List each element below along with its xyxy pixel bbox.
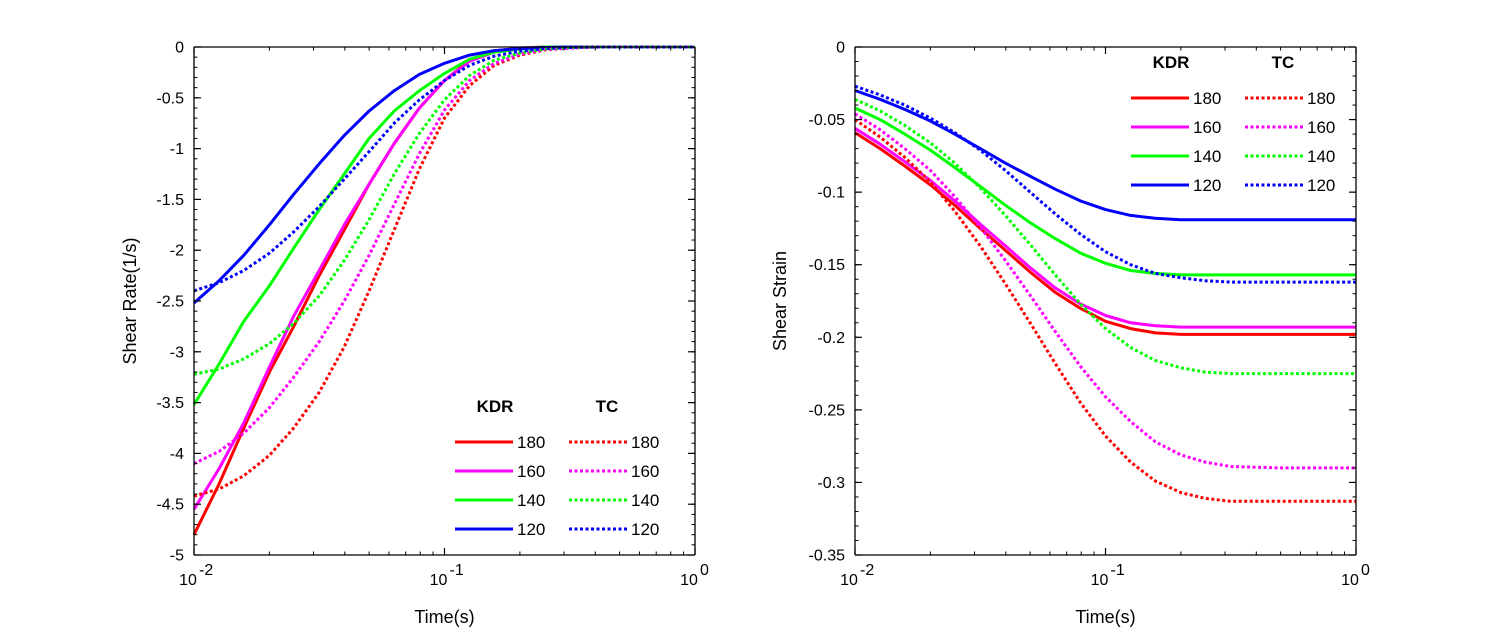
- y-tick-label: -4: [170, 446, 184, 463]
- y-tick-label: -0.2: [817, 330, 845, 347]
- y-tick-label: -4.5: [156, 497, 184, 514]
- series-line-tc-180: [193, 45, 695, 498]
- series-line-kdr-180: [192, 45, 695, 536]
- legend-label-tc-120: 120: [1307, 176, 1335, 195]
- legend-title-tc: TC: [1272, 53, 1295, 72]
- legend: KDR TC 180 160 140 120 180 160 140 120: [455, 397, 659, 539]
- series-line-tc-160: [854, 112, 1356, 470]
- y-tick-label: -3: [170, 344, 184, 361]
- x-tick-label: 10: [430, 572, 448, 589]
- y-axis-label: Shear Strain: [770, 251, 790, 351]
- y-axis-label: Shear Rate(1/s): [120, 237, 140, 364]
- legend-label-kdr-140: 140: [1193, 147, 1221, 166]
- legend-label-tc-140: 140: [1307, 147, 1335, 166]
- legend-label-kdr-140: 140: [517, 491, 545, 510]
- legend-label-tc-160: 160: [1307, 118, 1335, 137]
- series-group: [854, 84, 1356, 503]
- y-tick-label: -3.5: [156, 395, 184, 412]
- legend-title-kdr: KDR: [1153, 53, 1190, 72]
- x-tick-label: 10: [680, 572, 698, 589]
- y-tick-label: -1.5: [156, 192, 184, 209]
- series-group: [192, 45, 695, 536]
- legend-label-kdr-180: 180: [517, 433, 545, 452]
- legend-label-tc-180: 180: [631, 433, 659, 452]
- x-tick-label: 10: [840, 572, 858, 589]
- y-tick-label: -0.35: [809, 548, 846, 565]
- series-line-kdr-160: [854, 127, 1356, 329]
- legend-label-kdr-120: 120: [517, 520, 545, 539]
- x-tick-exponent: 0: [1361, 562, 1370, 579]
- series-line-tc-140: [854, 97, 1356, 376]
- series-line-tc-120: [854, 84, 1356, 284]
- series-line-kdr-180: [854, 131, 1356, 336]
- legend-title-tc: TC: [596, 397, 619, 416]
- series-line-tc-160: [193, 45, 695, 465]
- series-line-tc-180: [854, 118, 1356, 503]
- x-tick-exponent: -2: [860, 562, 874, 579]
- series-line-tc-120: [193, 45, 695, 293]
- x-axis-label: Time(s): [1075, 607, 1135, 627]
- legend-label-tc-140: 140: [631, 491, 659, 510]
- y-tick-label: -5: [170, 548, 184, 565]
- y-tick-label: -1: [170, 141, 184, 158]
- legend: KDR TC 180 160 140 120 180 160 140 120: [1131, 53, 1335, 195]
- y-tick-label: 0: [836, 40, 845, 57]
- y-tick-label: -0.1: [817, 185, 845, 202]
- legend-label-kdr-120: 120: [1193, 176, 1221, 195]
- y-tick-label: -0.5: [156, 90, 184, 107]
- y-tick-label: -2.5: [156, 294, 184, 311]
- x-tick-exponent: -2: [199, 562, 213, 579]
- x-tick-exponent: -1: [1111, 562, 1125, 579]
- chart-panel-1: 0-0.5-1-1.5-2-2.5-3-3.5-4-4.5-510-210-11…: [120, 40, 709, 628]
- series-line-kdr-140: [854, 106, 1356, 277]
- y-tick-label: -0.15: [809, 257, 846, 274]
- x-tick-exponent: 0: [700, 562, 709, 579]
- legend-label-tc-180: 180: [1307, 89, 1335, 108]
- legend-label-kdr-160: 160: [1193, 118, 1221, 137]
- y-tick-label: -0.05: [809, 112, 846, 129]
- y-tick-label: 0: [175, 40, 184, 57]
- chart-panel-2: 0-0.05-0.1-0.15-0.2-0.25-0.3-0.3510-210-…: [770, 40, 1370, 628]
- x-tick-exponent: -1: [450, 562, 464, 579]
- x-tick-label: 10: [1091, 572, 1109, 589]
- x-axis-label: Time(s): [414, 607, 474, 627]
- legend-title-kdr: KDR: [477, 397, 514, 416]
- series-line-tc-140: [193, 45, 695, 376]
- x-tick-label: 10: [179, 572, 197, 589]
- y-tick-label: -0.3: [817, 475, 845, 492]
- x-tick-label: 10: [1341, 572, 1359, 589]
- y-tick-label: -2: [170, 243, 184, 260]
- y-tick-label: -0.25: [809, 402, 846, 419]
- legend-label-tc-120: 120: [631, 520, 659, 539]
- series-line-kdr-120: [854, 89, 1356, 222]
- series-line-kdr-120: [193, 45, 695, 305]
- legend-label-kdr-160: 160: [517, 462, 545, 481]
- legend-label-kdr-180: 180: [1193, 89, 1221, 108]
- legend-label-tc-160: 160: [631, 462, 659, 481]
